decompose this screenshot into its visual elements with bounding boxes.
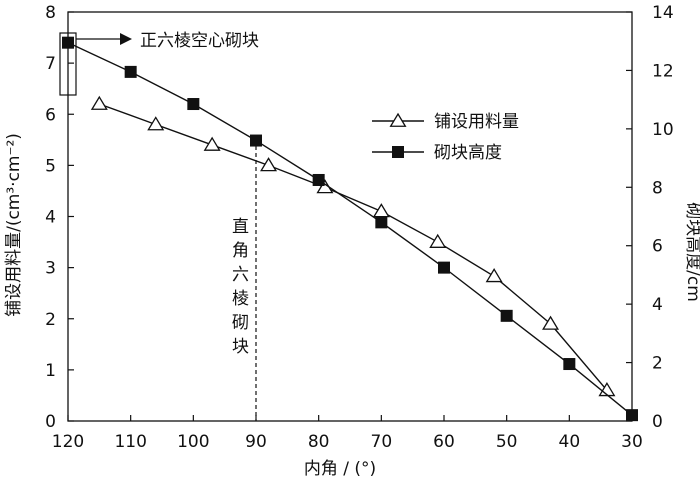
square-marker [187, 98, 200, 111]
bottom-axis-ticks: 120 110 100 90 80 70 60 50 40 30 [52, 415, 643, 452]
legend-label-2: 砌块高度 [434, 143, 502, 163]
right-tick-label: 2 [652, 354, 663, 374]
right-y-axis-title: 砌块高度/cm [683, 202, 700, 302]
series-line-2 [67, 42, 633, 416]
square-marker [62, 36, 74, 49]
right-tick-label: 8 [652, 178, 663, 198]
triangle-marker [372, 203, 390, 218]
left-tick-label: 4 [45, 208, 56, 228]
x-tick-label: 50 [496, 432, 518, 452]
right-axis-ticks: 0 2 4 6 8 10 12 14 [626, 3, 674, 432]
series-group [62, 36, 638, 422]
left-tick-label: 6 [45, 105, 56, 125]
legend-label-1: 铺设用料量 [434, 112, 519, 132]
plot-border [67, 11, 633, 422]
plot-frame [67, 11, 633, 422]
x-tick-label: 80 [308, 432, 330, 452]
square-marker [626, 409, 638, 422]
right-tick-label: 14 [652, 3, 674, 23]
triangle-marker [147, 116, 165, 131]
triangle-marker [203, 136, 221, 151]
annotation-box [59, 32, 77, 96]
square-marker [250, 134, 262, 147]
left-tick-label: 7 [45, 54, 56, 74]
square-marker [563, 358, 576, 371]
x-tick-label: 40 [559, 432, 581, 452]
x-tick-label: 60 [433, 432, 455, 452]
right-tick-label: 10 [652, 120, 674, 140]
x-tick-label: 100 [177, 432, 209, 452]
x-tick-label: 90 [245, 432, 267, 452]
x-tick-label: 70 [371, 432, 393, 452]
arrow-right-icon [120, 33, 132, 45]
x-tick-label: 30 [621, 432, 643, 452]
left-tick-label: 2 [45, 310, 56, 330]
right-tick-label: 6 [652, 237, 663, 257]
annotation-hexagon-label: 正六棱空心砌块 [140, 31, 259, 51]
square-marker [438, 261, 450, 274]
left-tick-label: 5 [45, 156, 56, 176]
square-marker [375, 216, 388, 229]
right-tick-label: 0 [652, 412, 663, 432]
series-line-1 [99, 103, 608, 391]
x-axis-title: 内角 / (°) [304, 459, 376, 479]
right-tick-label: 4 [652, 295, 663, 315]
triangle-marker [260, 157, 278, 172]
square-marker [500, 309, 513, 322]
legend-square-icon [392, 146, 404, 158]
legend-triangle-icon [389, 112, 407, 127]
triangle-marker [485, 268, 503, 283]
x-tick-label: 110 [114, 432, 146, 452]
left-y-axis-title: 铺设用料量/(cm³·cm⁻²) [4, 133, 24, 317]
left-tick-label: 3 [45, 259, 56, 279]
left-tick-label: 1 [45, 361, 56, 381]
triangle-marker [429, 233, 447, 248]
x-tick-label: 120 [52, 432, 84, 452]
square-marker [312, 173, 325, 186]
triangle-marker [542, 315, 560, 330]
left-tick-label: 0 [45, 412, 56, 432]
right-tick-label: 12 [652, 61, 674, 81]
square-marker [124, 65, 137, 78]
left-axis-ticks: 0 1 2 3 4 5 6 7 8 [45, 3, 74, 432]
left-tick-label: 8 [45, 3, 56, 23]
triangle-marker [90, 95, 108, 110]
annotation-right-angle-label: 直角六棱砌块 [232, 217, 249, 357]
